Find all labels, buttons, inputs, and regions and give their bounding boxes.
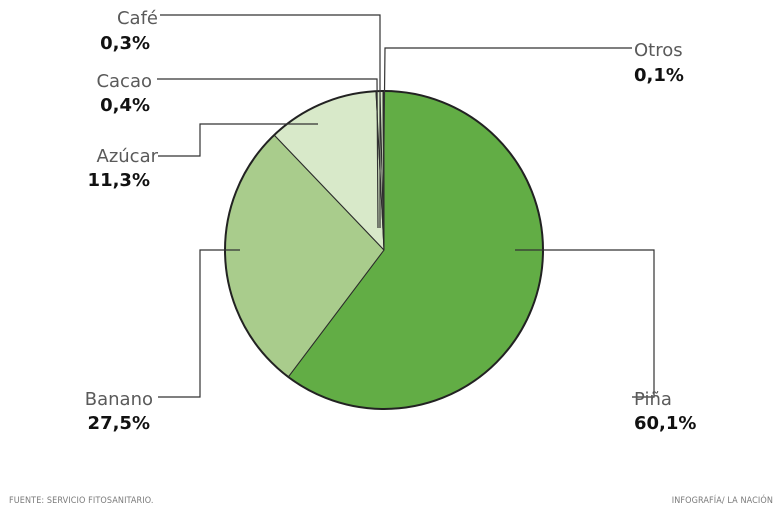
- label-name-cacao: Cacao: [96, 71, 152, 92]
- leader-line-cacao: [157, 78, 379, 229]
- leader-line-pina: [515, 249, 655, 398]
- leader-lines: [157, 14, 655, 398]
- leader-line-cafe: [160, 14, 381, 228]
- label-value-pina: 60,1%: [634, 413, 696, 434]
- label-name-otros: Otros: [634, 40, 683, 61]
- label-name-pina: Piña: [634, 389, 672, 410]
- leader-line-azucar: [158, 123, 318, 157]
- label-name-banano: Banano: [85, 389, 153, 410]
- label-name-azucar: Azúcar: [97, 146, 159, 167]
- label-value-cacao: 0,4%: [100, 95, 150, 116]
- label-value-otros: 0,1%: [634, 65, 684, 86]
- leader-line-otros: [382, 47, 632, 229]
- pie-chart: Café 0,3% Otros 0,1% Cacao 0,4% Azúcar 1…: [85, 8, 697, 434]
- label-value-azucar: 11,3%: [88, 170, 150, 191]
- label-name-cafe: Café: [117, 8, 158, 29]
- label-value-cafe: 0,3%: [100, 33, 150, 54]
- source-note: FUENTE: SERVICIO FITOSANITARIO.: [9, 496, 154, 506]
- credit-note: INFOGRAFÍA/ LA NACIÓN: [671, 496, 773, 506]
- leader-line-banano: [158, 249, 240, 398]
- label-value-banano: 27,5%: [88, 413, 150, 434]
